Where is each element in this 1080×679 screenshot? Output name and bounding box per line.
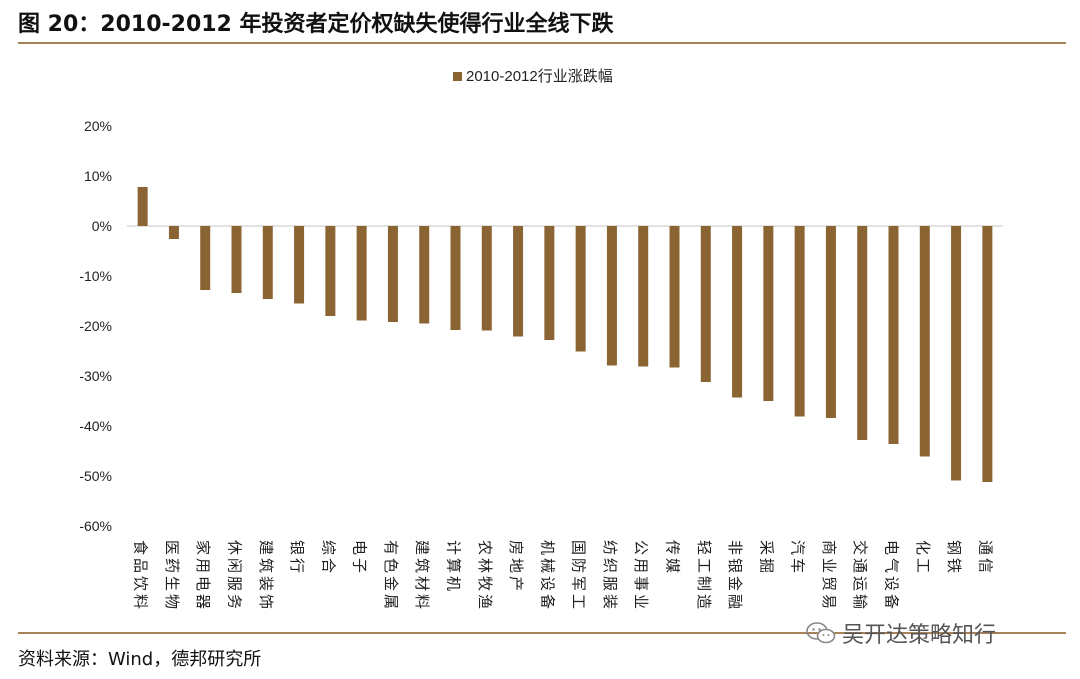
figure-title: 图 20：2010-2012 年投资者定价权缺失使得行业全线下跌: [18, 12, 614, 37]
x-category-label: 纺织服装: [601, 540, 619, 612]
x-category-label: 电气设备: [883, 540, 901, 612]
x-category-label: 家用电器: [194, 540, 212, 612]
y-tick-label: -10%: [79, 268, 112, 284]
y-axis: 20% 10% 0% -10% -20% -30% -40% -50% -60%: [79, 118, 112, 534]
y-tick-label: 20%: [84, 118, 112, 134]
chart-legend: 2010-2012行业涨跌幅: [453, 68, 613, 85]
bars: [137, 187, 993, 482]
bar: [606, 226, 617, 366]
bar: [544, 226, 555, 340]
y-tick-label: 0%: [92, 218, 112, 234]
bar: [732, 226, 743, 398]
bar: [982, 226, 993, 482]
y-tick-label: -30%: [79, 368, 112, 384]
y-tick-label: -60%: [79, 518, 112, 534]
x-category-label: 轻工制造: [695, 540, 713, 612]
x-category-label: 农林牧渔: [476, 540, 494, 612]
x-category-label: 电子: [351, 540, 369, 576]
bar: [919, 226, 930, 457]
bar: [513, 226, 524, 337]
x-category-label: 通信: [976, 540, 994, 576]
bar: [137, 187, 148, 226]
y-tick-label: -50%: [79, 468, 112, 484]
x-category-label: 建筑装饰: [257, 540, 275, 612]
bar: [481, 226, 492, 331]
bar: [888, 226, 899, 444]
x-category-label: 有色金属: [382, 540, 400, 612]
bar: [325, 226, 336, 316]
x-category-label: 公用事业: [632, 540, 650, 612]
legend-swatch: [453, 72, 462, 81]
x-category-label: 传媒: [664, 540, 682, 576]
x-category-label: 交通运输: [851, 540, 869, 612]
bar: [294, 226, 305, 304]
x-category-label: 综合: [319, 540, 337, 576]
bar: [356, 226, 367, 321]
bar: [387, 226, 398, 322]
bar-chart: 2010-2012行业涨跌幅 20% 10% 0% -10% -20% -30% -40% -…: [79, 68, 1003, 612]
title-divider: [18, 42, 1066, 44]
source-note: 资料来源：Wind，德邦研究所: [18, 649, 262, 670]
x-category-label: 商业贸易: [820, 540, 838, 612]
x-category-label: 非银金融: [726, 540, 744, 612]
watermark-text: 吴开达策略知行: [842, 623, 997, 648]
bar: [669, 226, 680, 368]
bar: [168, 226, 179, 239]
bar: [638, 226, 649, 367]
wechat-icon: [806, 622, 836, 644]
bar: [794, 226, 805, 417]
bar: [763, 226, 774, 401]
x-category-label: 银行: [288, 540, 306, 576]
bar: [450, 226, 461, 330]
legend-label: 2010-2012行业涨跌幅: [466, 68, 613, 85]
bar: [825, 226, 836, 418]
watermark: 吴开达策略知行: [806, 617, 996, 649]
x-category-label: 采掘: [757, 540, 775, 576]
x-category-label: 国防军工: [570, 540, 588, 612]
x-category-label: 建筑材料: [413, 540, 431, 612]
y-tick-label: 10%: [84, 168, 112, 184]
footer-divider: [18, 632, 1066, 634]
x-category-label: 计算机: [445, 540, 463, 594]
x-category-label: 医药生物: [163, 540, 181, 612]
bar: [857, 226, 868, 440]
bar: [951, 226, 962, 481]
x-category-label: 食品饮料: [132, 540, 150, 612]
y-tick-label: -40%: [79, 418, 112, 434]
bar: [231, 226, 242, 293]
bar: [700, 226, 711, 382]
bar: [419, 226, 430, 324]
x-category-label: 机械设备: [538, 540, 556, 612]
x-category-label: 钢铁: [945, 540, 963, 576]
x-category-label: 化工: [914, 540, 932, 576]
x-category-label: 汽车: [789, 540, 807, 576]
bar: [575, 226, 586, 352]
bar: [262, 226, 273, 299]
x-category-label: 房地产: [507, 540, 525, 594]
x-category-label: 休闲服务: [226, 540, 244, 612]
x-axis-labels: 食品饮料 医药生物 家用电器 休闲服务 建筑装饰 银行 综合 电子 有色金属 建筑材料 计算机 农林牧…: [132, 540, 995, 612]
bar: [200, 226, 211, 290]
y-tick-label: -20%: [79, 318, 112, 334]
